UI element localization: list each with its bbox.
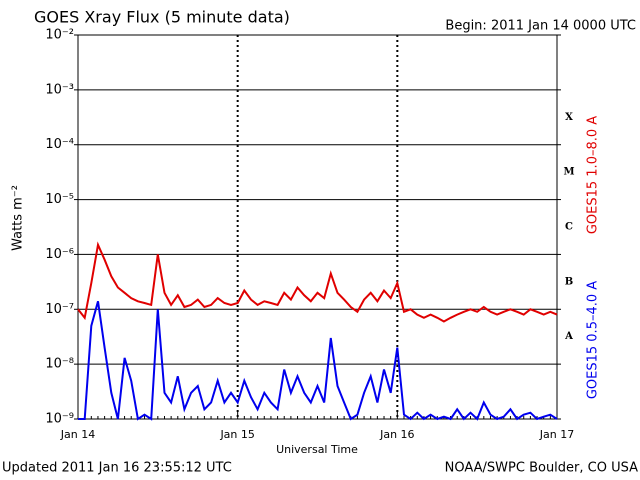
- footer-right: NOAA/SWPC Boulder, CO USA: [445, 461, 638, 476]
- series-line: [78, 301, 558, 421]
- x-axis-label: Universal Time: [276, 443, 358, 456]
- x-tick-label: Jan 16: [379, 428, 414, 441]
- chart-subtitle: Begin: 2011 Jan 14 0000 UTC: [445, 19, 636, 34]
- x-tick-label: Jan 14: [60, 428, 95, 441]
- legend-entry: GOES15 0.5–4.0 A: [586, 281, 601, 399]
- y-tick-label: 10⁻⁸: [45, 357, 74, 372]
- chart-title: GOES Xray Flux (5 minute data): [34, 8, 290, 27]
- legend-entry: GOES15 1.0–8.0 A: [586, 116, 601, 234]
- y-axis-label: Watts m⁻²: [11, 185, 26, 251]
- x-tick-label: Jan 17: [539, 428, 574, 441]
- flare-class-label: B: [565, 276, 573, 287]
- y-tick-label: 10⁻⁹: [45, 412, 74, 427]
- y-tick-label: 10⁻²: [45, 28, 74, 43]
- flare-class-label: M: [563, 167, 574, 178]
- y-tick-label: 10⁻⁷: [45, 302, 74, 317]
- y-tick-label: 10⁻⁶: [45, 247, 74, 262]
- y-tick-label: 10⁻⁵: [45, 192, 74, 207]
- flare-class-label: C: [565, 222, 573, 233]
- footer-left: Updated 2011 Jan 16 23:55:12 UTC: [2, 461, 232, 476]
- flare-class-label: X: [565, 112, 573, 123]
- plot-frame: [77, 34, 558, 420]
- x-tick-label: Jan 15: [219, 428, 254, 441]
- flare-class-label: A: [564, 331, 573, 342]
- series-line: [77, 241, 558, 323]
- y-tick-label: 10⁻³: [45, 82, 74, 97]
- y-tick-label: 10⁻⁴: [45, 137, 74, 152]
